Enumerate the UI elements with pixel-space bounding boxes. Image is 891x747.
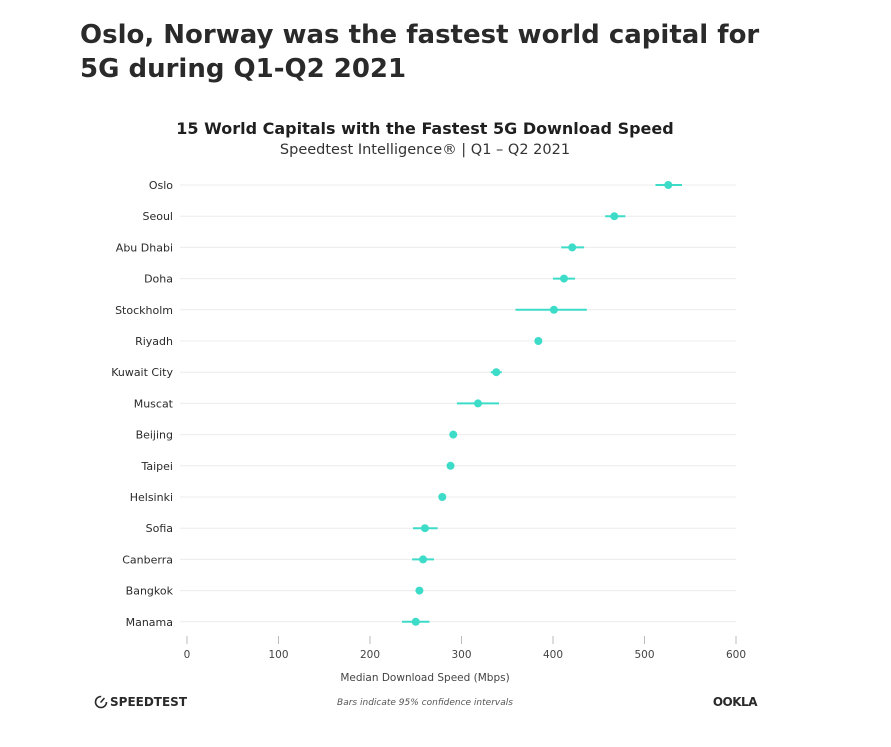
median-dot (664, 181, 673, 189)
median-dot (415, 586, 424, 595)
x-tick-label: 400 (543, 649, 563, 661)
category-label: Abu Dhabi (116, 241, 173, 254)
category-label: Riyadh (135, 335, 173, 348)
median-dot (492, 368, 501, 377)
x-tick-label: 100 (268, 649, 288, 661)
x-tick-label: 300 (451, 649, 471, 661)
median-dot (411, 617, 420, 626)
category-label: Stockholm (115, 304, 173, 317)
median-dot (449, 430, 458, 439)
median-dot (568, 243, 577, 252)
chart-subtitle: Speedtest Intelligence® | Q1 – Q2 2021 (280, 142, 570, 158)
category-label: Oslo (149, 179, 173, 192)
category-label: Taipei (140, 460, 173, 473)
median-dot (438, 493, 447, 501)
chart-footnote: Bars indicate 95% confidence intervals (337, 698, 513, 708)
speedtest-logo: SPEEDTEST (94, 695, 188, 709)
category-label: Beijing (136, 429, 173, 442)
median-dot (559, 274, 568, 283)
category-label: Kuwait City (111, 366, 173, 379)
median-dot (446, 461, 455, 470)
category-label: Manama (126, 616, 173, 629)
x-tick-label: 200 (360, 649, 380, 661)
category-label: Muscat (134, 397, 174, 410)
x-axis-title: Median Download Speed (Mbps) (340, 672, 509, 684)
category-labels: Oslo Seoul Abu Dhabi Doha Stockholm Riyadh Kuw… (111, 179, 173, 629)
x-tick-label: 600 (726, 649, 746, 661)
category-label: Sofia (146, 522, 173, 535)
x-tick-label: 0 (184, 649, 191, 661)
speedtest-logo-text: SPEEDTEST (110, 695, 188, 709)
speedtest-logo-icon (94, 695, 108, 709)
chart-title: 15 World Capitals with the Fastest 5G Do… (176, 119, 673, 138)
x-axis-ticks: 0 100 200 300 400 500 600 (184, 636, 746, 661)
x-tick-label: 500 (634, 649, 654, 661)
median-dot (419, 555, 428, 564)
category-label: Helsinki (130, 491, 173, 504)
headline: Oslo, Norway was the fastest world capit… (80, 20, 760, 84)
ookla-logo: OOKLA (713, 695, 758, 709)
category-label: Bangkok (126, 585, 174, 598)
median-dot (420, 524, 429, 533)
median-dot (549, 305, 558, 314)
median-dot (473, 399, 482, 408)
data-points (411, 181, 673, 626)
category-label: Canberra (122, 553, 173, 566)
median-dot (534, 337, 543, 345)
category-label: Seoul (142, 210, 173, 223)
category-label: Doha (144, 273, 173, 286)
median-dot (610, 212, 619, 221)
